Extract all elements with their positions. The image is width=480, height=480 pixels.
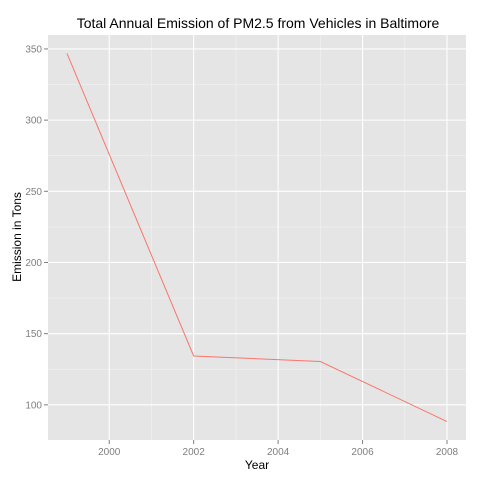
x-axis-label: Year (245, 458, 269, 472)
y-tick-label: 100 (25, 400, 42, 411)
x-tick-label: 2000 (98, 447, 121, 458)
chart-title: Total Annual Emission of PM2.5 from Vehi… (77, 15, 440, 31)
y-tick-label: 350 (25, 44, 42, 55)
y-tick-label: 150 (25, 329, 42, 340)
y-axis-ticks: 100 150 200 250 300 350 (25, 44, 48, 411)
y-axis-label: Emission in Tons (10, 192, 24, 282)
x-tick-label: 2004 (267, 447, 290, 458)
major-gridlines (48, 35, 466, 440)
x-tick-label: 2002 (183, 447, 206, 458)
y-tick-label: 300 (25, 116, 42, 127)
series-layer (66, 53, 448, 422)
y-tick-label: 250 (25, 187, 42, 198)
minor-gridlines (48, 35, 466, 440)
series-line (66, 53, 448, 422)
y-tick-label: 200 (25, 258, 42, 269)
x-tick-label: 2008 (436, 447, 459, 458)
plot-panel (48, 35, 466, 440)
x-tick-label: 2006 (351, 447, 374, 458)
x-axis-ticks: 2000 2002 2004 2006 2008 (98, 440, 459, 458)
